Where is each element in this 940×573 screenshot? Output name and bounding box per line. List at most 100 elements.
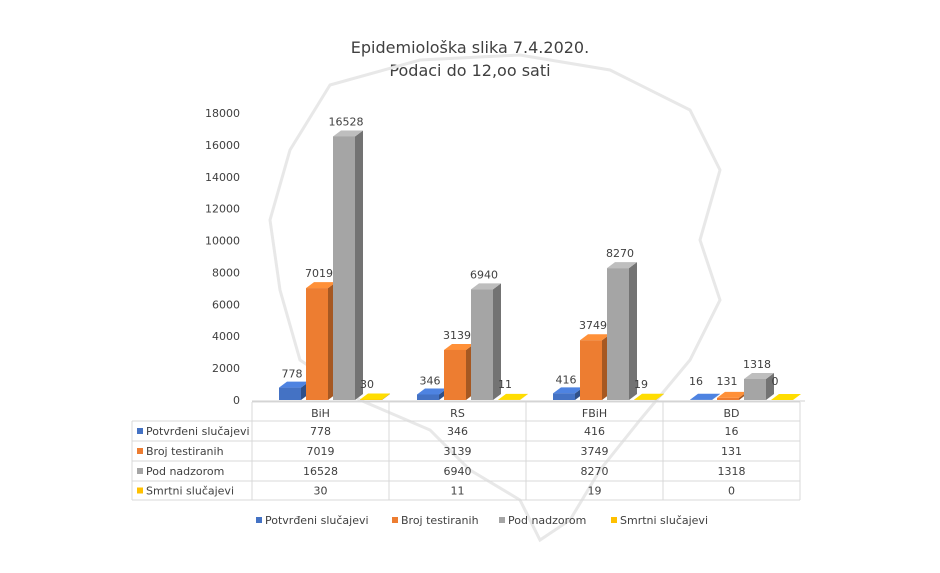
table-cell: 6940 xyxy=(444,465,472,478)
data-label: 3139 xyxy=(443,329,471,342)
data-label: 778 xyxy=(282,368,303,381)
bar xyxy=(744,372,774,400)
bar xyxy=(333,130,363,400)
data-label: 7019 xyxy=(305,267,333,280)
legend-item: Smrtni slučajevi xyxy=(611,514,708,527)
background-map-outline xyxy=(268,53,722,543)
legend-label: Broj testiranih xyxy=(401,514,479,527)
data-label: 19 xyxy=(634,378,648,391)
bar-top xyxy=(580,334,610,341)
table-cell: 11 xyxy=(451,485,465,498)
bar-side xyxy=(766,372,774,400)
data-label: 346 xyxy=(420,374,441,387)
legend-label: Smrtni slučajevi xyxy=(620,514,708,527)
bar-front xyxy=(607,268,629,400)
bar-top xyxy=(471,283,501,290)
bar-side xyxy=(520,393,528,400)
bar-top xyxy=(553,387,583,394)
table-cell: 3139 xyxy=(444,445,472,458)
table-cell: 16 xyxy=(725,425,739,438)
legend-swatch xyxy=(499,517,505,523)
table-cell: 16528 xyxy=(303,465,338,478)
y-tick-label: 18000 xyxy=(205,107,240,120)
table-series-name: Broj testiranih xyxy=(146,445,224,458)
bar xyxy=(553,387,583,400)
bar xyxy=(444,343,474,400)
bar-top xyxy=(717,391,747,398)
y-tick-label: 10000 xyxy=(205,235,240,248)
bar-front xyxy=(553,393,575,400)
bar-front xyxy=(333,136,355,400)
table-cell: 7019 xyxy=(307,445,335,458)
bar-side xyxy=(493,283,501,400)
bar-top xyxy=(607,262,637,269)
bar-front xyxy=(444,349,466,400)
bar xyxy=(634,393,664,400)
table-cell: 778 xyxy=(310,425,331,438)
table-legend-key xyxy=(137,448,143,454)
bar-front xyxy=(744,378,766,400)
data-label: 3749 xyxy=(579,319,607,332)
bar-front xyxy=(279,387,301,400)
x-tick-label: BD xyxy=(723,407,739,420)
bar-front xyxy=(471,289,493,400)
bar-side xyxy=(355,130,363,400)
table-cell: 1318 xyxy=(718,465,746,478)
bar-side xyxy=(656,393,664,400)
table-cell: 131 xyxy=(721,445,742,458)
data-label: 16 xyxy=(689,375,703,388)
x-tick-label: FBiH xyxy=(582,407,607,420)
bar xyxy=(580,334,610,400)
legend-label: Pod nadzorom xyxy=(508,514,586,527)
x-tick-label: RS xyxy=(450,407,465,420)
bar-top xyxy=(771,394,801,400)
legend-item: Pod nadzorom xyxy=(499,514,586,527)
y-tick-label: 6000 xyxy=(212,298,240,311)
table-series-name: Potvrđeni slučajevi xyxy=(146,425,250,438)
table-cell: 0 xyxy=(728,485,735,498)
bar xyxy=(471,283,501,400)
bar-top xyxy=(333,130,363,137)
bar-top xyxy=(498,393,528,400)
table-cell: 346 xyxy=(447,425,468,438)
legend-item: Potvrđeni slučajevi xyxy=(256,514,369,527)
bar xyxy=(306,282,336,400)
table-legend-key xyxy=(137,428,143,434)
bar-front xyxy=(580,340,602,400)
data-label: 131 xyxy=(717,375,738,388)
y-tick-label: 14000 xyxy=(205,171,240,184)
y-tick-label: 12000 xyxy=(205,203,240,216)
bar-front xyxy=(717,397,739,400)
table-cell: 416 xyxy=(584,425,605,438)
bar-top xyxy=(744,372,774,379)
bar-top xyxy=(417,388,447,395)
bar-side xyxy=(382,393,390,400)
chart-title: Epidemiološka slika 7.4.2020. xyxy=(350,38,590,57)
table-cell: 8270 xyxy=(581,465,609,478)
y-tick-label: 8000 xyxy=(212,266,240,279)
table-cell: 19 xyxy=(588,485,602,498)
legend-swatch xyxy=(256,517,262,523)
table-series-name: Pod nadzorom xyxy=(146,465,224,478)
data-label: 11 xyxy=(498,378,512,391)
legend-swatch xyxy=(392,517,398,523)
table-legend-key xyxy=(137,468,143,474)
bar xyxy=(690,393,720,400)
bar xyxy=(771,394,801,400)
table-legend-key xyxy=(137,487,143,494)
bar-top xyxy=(306,282,336,289)
data-label: 416 xyxy=(556,373,577,386)
bar xyxy=(717,391,747,400)
bar-top xyxy=(634,393,664,400)
legend-item: Broj testiranih xyxy=(392,514,479,527)
bar-front xyxy=(417,394,439,400)
data-label: 30 xyxy=(360,378,374,391)
data-label: 6940 xyxy=(470,268,498,281)
data-label: 8270 xyxy=(606,247,634,260)
bar-side xyxy=(629,262,637,400)
y-tick-label: 16000 xyxy=(205,139,240,152)
x-tick-label: BiH xyxy=(311,407,330,420)
legend-label: Potvrđeni slučajevi xyxy=(265,514,369,527)
bar xyxy=(417,388,447,400)
